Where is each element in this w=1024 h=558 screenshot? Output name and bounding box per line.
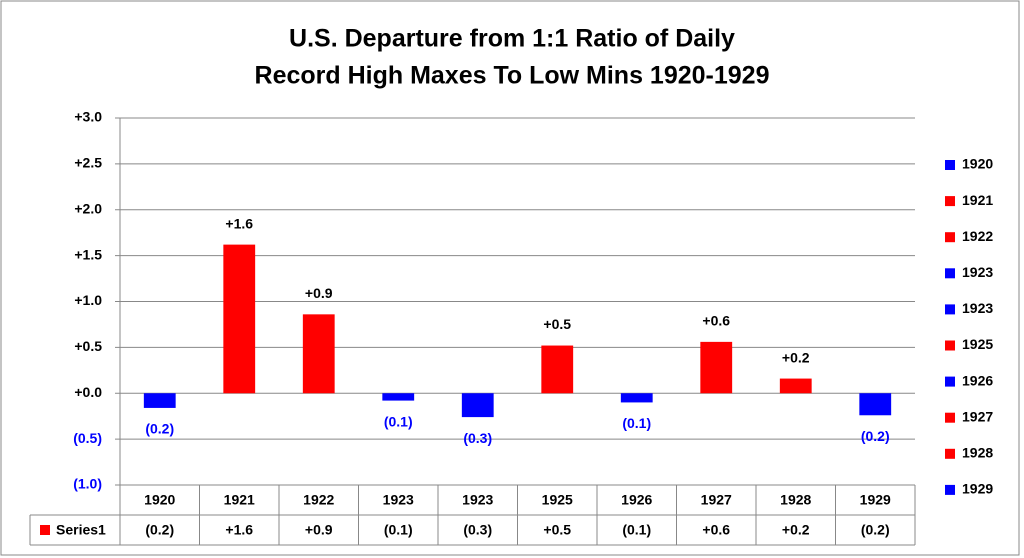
legend-label: 1925 (962, 336, 993, 352)
x-tick-label: 1929 (860, 492, 891, 508)
x-tick-label: 1922 (303, 492, 334, 508)
data-label: (0.2) (145, 421, 174, 437)
table-value: (0.1) (622, 522, 651, 538)
table-value: +0.9 (305, 522, 333, 538)
y-tick-label: (1.0) (73, 476, 102, 492)
y-tick-label: +1.5 (74, 246, 102, 262)
data-label: (0.1) (384, 413, 413, 429)
legend-label: 1922 (962, 228, 993, 244)
legend-key (945, 268, 955, 279)
bar (541, 345, 574, 394)
table-value: (0.2) (145, 522, 174, 538)
legend-key (945, 448, 955, 459)
chart-title: Record High Maxes To Low Mins 1920-1929 (255, 62, 770, 90)
x-tick-label: 1928 (780, 492, 811, 508)
legend-key (945, 412, 955, 423)
y-tick-label: (0.5) (73, 430, 102, 446)
y-tick-label: +3.0 (74, 109, 102, 125)
data-label: +1.6 (225, 215, 253, 231)
chart-title: U.S. Departure from 1:1 Ratio of Daily (289, 25, 735, 53)
x-tick-label: 1926 (621, 492, 652, 508)
data-label: (0.3) (463, 430, 492, 446)
legend-key (945, 340, 955, 351)
legend-key (945, 484, 955, 495)
table-value: (0.2) (861, 522, 890, 538)
legend-label: 1928 (962, 445, 993, 461)
bar (461, 393, 494, 418)
y-tick-label: +2.0 (74, 200, 102, 216)
data-label: +0.6 (702, 313, 730, 329)
bar (700, 341, 733, 394)
legend-label: 1920 (962, 156, 993, 172)
x-tick-label: 1920 (144, 492, 175, 508)
legend-label: 1929 (962, 481, 993, 497)
legend-key (945, 160, 955, 170)
table-value: (0.1) (384, 522, 413, 538)
bar (143, 393, 176, 408)
legend-key (945, 304, 955, 315)
x-tick-label: 1923 (462, 492, 493, 508)
bar (859, 393, 892, 416)
data-label: +0.2 (782, 349, 810, 365)
legend-label: 1921 (962, 192, 993, 208)
legend-key (945, 376, 955, 387)
data-label: +0.9 (305, 285, 333, 301)
y-tick-label: +0.5 (74, 338, 102, 354)
legend-label: 1923 (962, 264, 993, 280)
data-label: (0.1) (622, 415, 651, 431)
x-tick-label: 1921 (224, 492, 255, 508)
legend-label: 1923 (962, 300, 993, 316)
bar (779, 378, 812, 394)
table-value: +0.5 (543, 522, 571, 538)
table-value: +1.6 (225, 522, 253, 538)
legend-label: 1927 (962, 408, 993, 424)
table-value: +0.2 (782, 522, 810, 538)
y-tick-label: +2.5 (74, 155, 102, 171)
legend-key (945, 196, 955, 207)
legend-key (945, 232, 955, 243)
y-tick-label: +0.0 (74, 384, 102, 400)
table-series-name: Series1 (56, 522, 106, 538)
bar (382, 393, 415, 401)
table-value: +0.6 (702, 522, 730, 538)
table-legend-key (40, 525, 50, 535)
x-tick-label: 1925 (542, 492, 573, 508)
legend-label: 1926 (962, 372, 993, 388)
data-label: (0.2) (861, 428, 890, 444)
bar (302, 314, 335, 394)
table-value: (0.3) (463, 522, 492, 538)
bar (223, 244, 256, 394)
x-tick-label: 1927 (701, 492, 732, 508)
data-label: +0.5 (543, 316, 571, 332)
y-tick-label: +1.0 (74, 292, 102, 308)
bar (620, 393, 653, 403)
x-tick-label: 1923 (383, 492, 414, 508)
